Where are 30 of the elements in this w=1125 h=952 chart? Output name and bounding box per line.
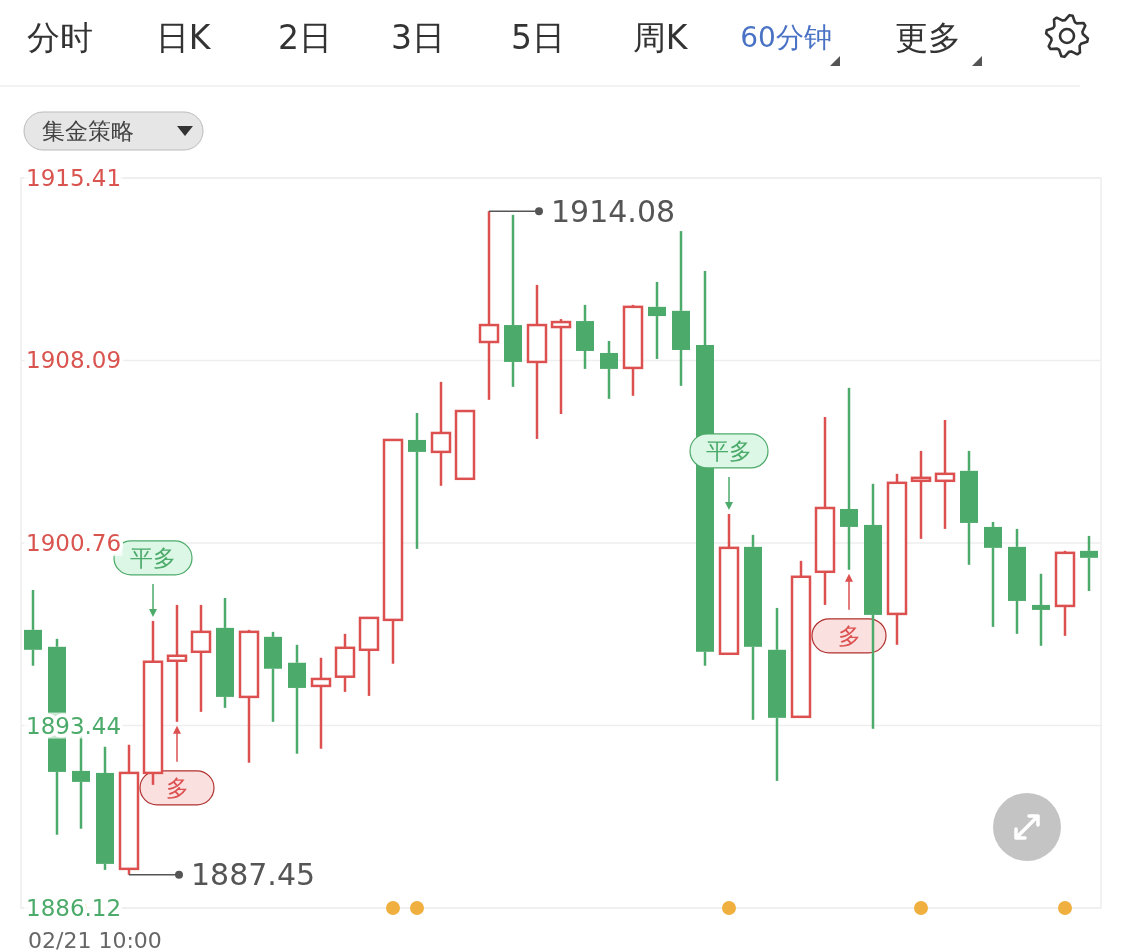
candlestick <box>672 229 690 388</box>
candlestick <box>1032 572 1050 648</box>
annotation: 多 <box>837 622 861 649</box>
y-tick-label: 1915.41 <box>26 165 122 191</box>
candlestick <box>504 213 522 389</box>
candlestick <box>408 411 426 551</box>
text: 周K <box>632 17 689 57</box>
annotation: 平多 <box>130 544 176 571</box>
text: 日K <box>155 17 212 57</box>
y-tick-label: 1893.44 <box>26 712 122 739</box>
text: 更多 <box>895 17 961 57</box>
annotation: 平多 <box>706 437 752 464</box>
text: 02/21 10:00 <box>28 927 162 952</box>
text: 分时 <box>27 17 93 57</box>
y-tick-label: 1900.76 <box>26 530 122 557</box>
candlestick <box>840 386 858 572</box>
candlestick <box>768 606 786 783</box>
candlestick <box>864 482 882 731</box>
annotation: 1887.45 <box>191 857 316 893</box>
annotation: 1914.08 <box>551 193 676 229</box>
text: 5日 <box>511 17 565 57</box>
text: 3日 <box>391 17 445 57</box>
y-tick-label: 1886.12 <box>26 895 122 921</box>
text: 集金策略 <box>42 118 134 144</box>
candlestick <box>648 280 666 361</box>
annotation: 多 <box>165 774 189 801</box>
text: 60分钟 <box>740 20 832 54</box>
text: 2日 <box>278 17 332 57</box>
y-tick-label: 1908.09 <box>26 347 122 374</box>
candlestick <box>960 449 978 567</box>
